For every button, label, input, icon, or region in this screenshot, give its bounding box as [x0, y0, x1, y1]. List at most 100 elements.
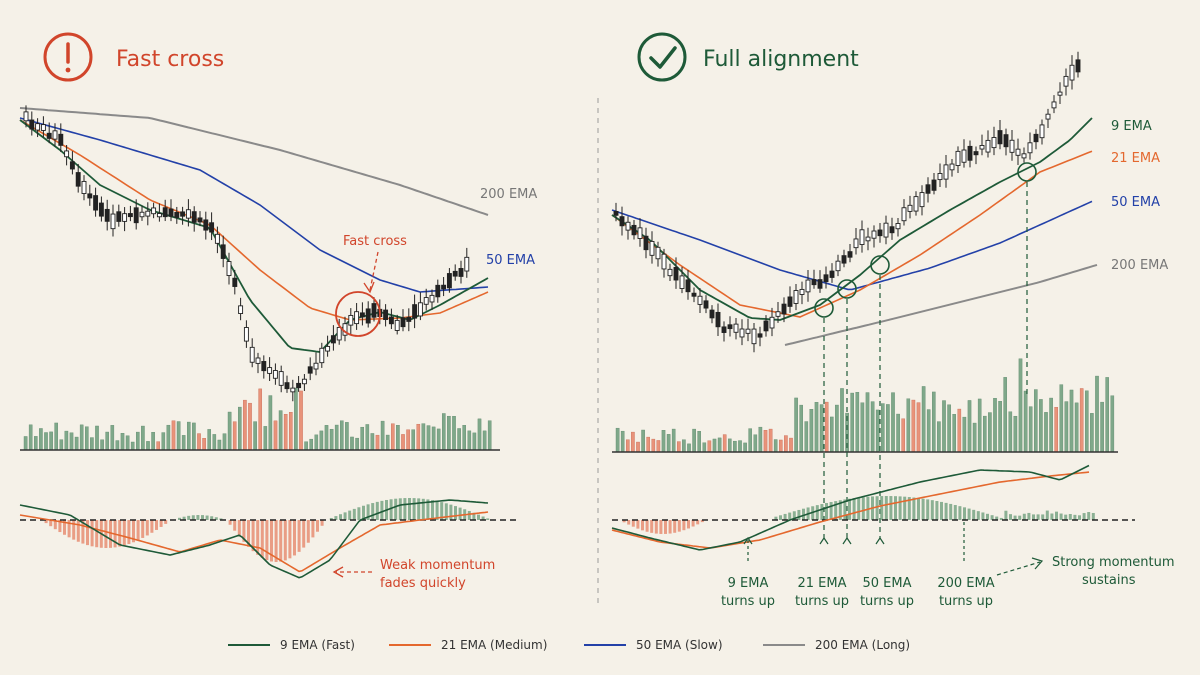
right-chart: 9 EMA 21 EMA 50 EMA 200 EMA 9 EMA turns …	[611, 51, 1175, 609]
candle	[238, 297, 244, 321]
candle	[841, 249, 847, 268]
momentum-bar	[357, 507, 361, 520]
volume-bar	[207, 429, 212, 451]
volume-bar	[457, 428, 461, 451]
candle	[446, 268, 452, 293]
volume-bar	[69, 432, 74, 451]
momentum-bar	[454, 506, 457, 520]
left-momentum-arrowhead	[332, 566, 344, 578]
momentum-bar	[104, 520, 108, 548]
candle	[319, 342, 325, 368]
candle	[769, 307, 775, 337]
volume-bar	[227, 411, 232, 451]
volume-bar	[1105, 377, 1109, 453]
volume-bar	[401, 434, 405, 451]
momentum-bar	[1055, 511, 1058, 520]
momentum-bar	[155, 520, 158, 530]
candle	[1045, 108, 1051, 128]
volume-bar	[482, 430, 487, 451]
volume-bar	[232, 421, 237, 451]
momentum-bar	[260, 520, 264, 558]
candle	[278, 365, 284, 393]
momentum-bar	[67, 520, 71, 538]
momentum-bar	[650, 520, 654, 533]
volume-bar	[391, 423, 395, 451]
volume-bar	[875, 409, 880, 453]
candle	[197, 211, 203, 227]
volume-bar	[631, 431, 635, 453]
volume-bar	[921, 386, 926, 453]
momentum-bar	[288, 520, 292, 559]
volume-bar	[130, 441, 135, 451]
candle	[40, 116, 46, 138]
candle	[81, 175, 87, 201]
left-ema50-line	[19, 117, 489, 293]
candle	[1057, 82, 1063, 105]
momentum-bar	[852, 498, 856, 520]
candle	[1069, 55, 1075, 90]
volume-bar	[998, 401, 1002, 453]
momentum-bar	[976, 511, 980, 520]
momentum-bar	[986, 513, 989, 520]
candle	[715, 303, 721, 336]
candle	[307, 357, 313, 381]
candle	[394, 314, 400, 335]
momentum-bar	[348, 510, 352, 520]
candle	[673, 257, 679, 289]
momentum-bar	[1027, 512, 1031, 520]
right-turn-label-4-line2: turns up	[939, 594, 993, 609]
volume-bar	[319, 430, 324, 451]
volume-bar	[273, 420, 278, 451]
left-ema50-label: 50 EMA	[486, 253, 535, 268]
volume-bar	[1095, 375, 1099, 453]
momentum-bar	[320, 520, 324, 526]
momentum-bar	[903, 496, 907, 520]
left-ema9-line	[19, 119, 489, 353]
candle	[847, 244, 853, 263]
volume-bar	[186, 421, 191, 451]
right-momentum-histogram	[622, 496, 1095, 534]
left-fast-cross-label: Fast cross	[343, 234, 407, 249]
legend-label-ema50: 50 EMA (Slow)	[636, 638, 723, 652]
right-turn-arrowhead-4	[875, 536, 885, 545]
volume-bar	[615, 427, 620, 453]
volume-bar	[677, 441, 681, 453]
candle	[997, 119, 1003, 150]
volume-bar	[692, 428, 696, 453]
candle	[985, 130, 991, 158]
momentum-bar	[963, 507, 966, 520]
volume-bar	[1110, 395, 1115, 453]
momentum-bar	[944, 502, 948, 520]
volume-bar	[768, 428, 773, 453]
candle	[1021, 147, 1027, 163]
candle	[255, 352, 261, 374]
left-momentum-histogram	[44, 498, 490, 562]
candle	[174, 206, 180, 224]
momentum-bar	[247, 520, 250, 547]
left-fast-cross-arrow	[369, 251, 379, 291]
momentum-bar	[58, 520, 62, 533]
momentum-bar	[682, 520, 686, 531]
volume-bar	[1033, 389, 1038, 453]
momentum-bar	[251, 520, 255, 552]
candle	[46, 122, 52, 144]
momentum-bar	[145, 520, 149, 536]
momentum-bar	[486, 518, 490, 520]
volume-bar	[39, 428, 43, 451]
momentum-bar	[802, 508, 805, 520]
volume-bar	[926, 409, 931, 453]
momentum-bar	[990, 515, 994, 520]
volume-bar	[452, 416, 456, 451]
momentum-bar	[421, 498, 425, 520]
candle	[949, 158, 955, 177]
volume-bar	[135, 431, 140, 451]
candle	[58, 123, 64, 153]
momentum-bar	[95, 520, 99, 548]
candle	[991, 126, 997, 156]
candle	[383, 304, 389, 327]
momentum-bar	[829, 502, 833, 520]
volume-bar	[733, 440, 737, 453]
volume-bar	[952, 414, 956, 453]
candle	[751, 322, 757, 353]
volume-bar	[1018, 358, 1023, 453]
